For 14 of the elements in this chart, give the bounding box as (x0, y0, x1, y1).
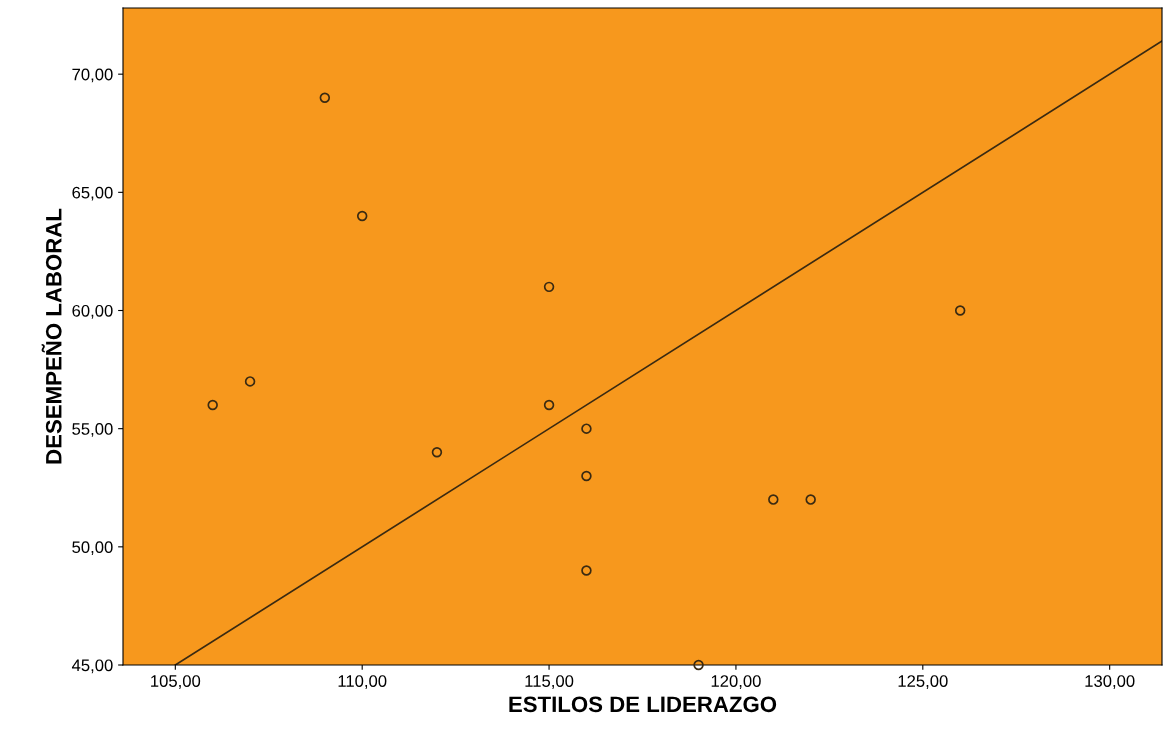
x-axis-title: ESTILOS DE LIDERAZGO (509, 696, 777, 713)
x-tick-label: 120,00 (711, 675, 761, 689)
y-tick-label: 60,00 (72, 304, 113, 319)
y-axis-title: DESEMPEÑO LABORAL (41, 208, 62, 464)
y-tick-label: 65,00 (72, 186, 113, 201)
x-tick-label: 105,00 (151, 675, 201, 689)
x-tick-label: 125,00 (898, 675, 948, 689)
y-tick-label: 55,00 (72, 423, 113, 437)
y-tick-label: 70,00 (72, 68, 113, 83)
x-tick-label: 130,00 (1085, 675, 1135, 689)
y-tick-label: 50,00 (72, 541, 113, 556)
x-tick-label: 115,00 (525, 675, 574, 689)
x-tick-label: 110,00 (338, 675, 387, 689)
y-tick-label: 45,00 (71, 659, 113, 674)
